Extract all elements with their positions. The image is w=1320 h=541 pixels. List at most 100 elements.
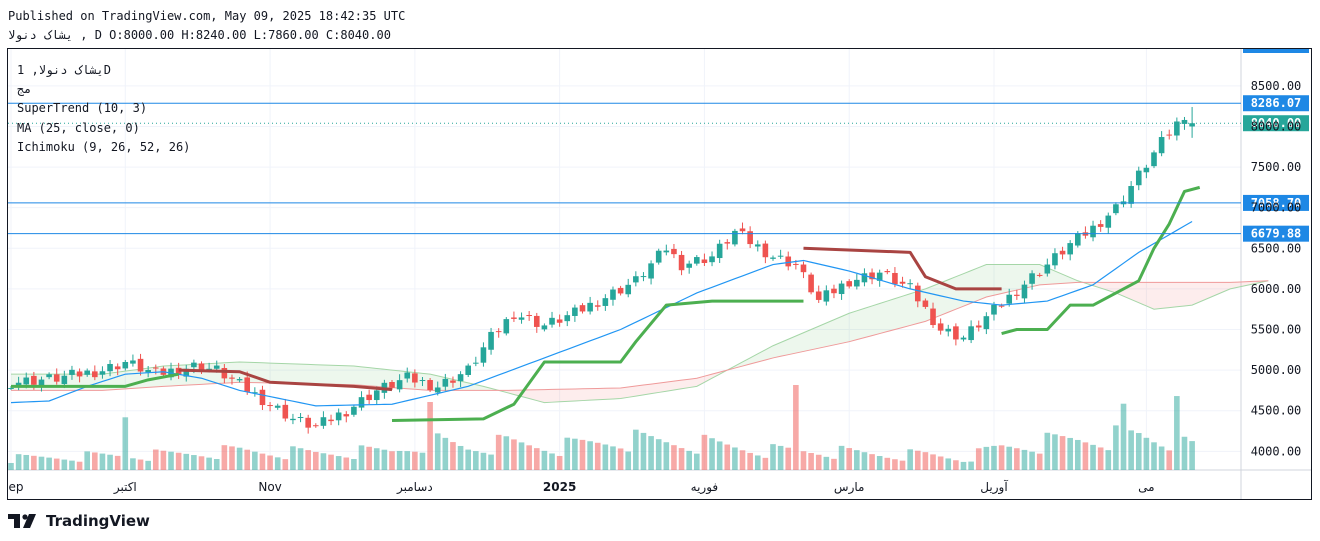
- candle-body[interactable]: [335, 412, 342, 421]
- candle-body[interactable]: [770, 257, 776, 259]
- candle-body[interactable]: [320, 417, 327, 426]
- candle-body[interactable]: [1128, 186, 1134, 204]
- candle-body[interactable]: [495, 331, 502, 333]
- candle-body[interactable]: [678, 254, 685, 271]
- candle-body[interactable]: [846, 281, 852, 287]
- candle-body[interactable]: [450, 380, 456, 383]
- candle-body[interactable]: [953, 326, 959, 340]
- candle-body[interactable]: [983, 316, 990, 330]
- candle-body[interactable]: [1166, 134, 1173, 136]
- candle-body[interactable]: [1029, 273, 1035, 284]
- candle-body[interactable]: [61, 375, 68, 385]
- candle-body[interactable]: [762, 243, 769, 258]
- candle-body[interactable]: [1135, 170, 1142, 186]
- chart-area[interactable]: 8286.07 8040.00 7058.70 6679.88 4000.00 4500.…: [7, 48, 1312, 500]
- candle-body[interactable]: [914, 285, 921, 302]
- candle-body[interactable]: [602, 298, 609, 306]
- candle-body[interactable]: [457, 374, 464, 382]
- candle-body[interactable]: [152, 367, 159, 369]
- candle-body[interactable]: [114, 366, 121, 370]
- candle-body[interactable]: [427, 380, 433, 391]
- candle-body[interactable]: [84, 370, 90, 375]
- candle-body[interactable]: [1014, 294, 1020, 296]
- candle-body[interactable]: [511, 317, 517, 319]
- candle-body[interactable]: [633, 276, 639, 283]
- candle-body[interactable]: [526, 315, 532, 317]
- candle-body[interactable]: [564, 315, 571, 322]
- candle-body[interactable]: [434, 387, 441, 393]
- candle-body[interactable]: [305, 417, 311, 428]
- candle-body[interactable]: [549, 317, 555, 325]
- candle-body[interactable]: [297, 416, 304, 418]
- candle-body[interactable]: [1090, 225, 1096, 238]
- legend-ma[interactable]: MA (25, close, 0): [17, 121, 140, 135]
- candle-body[interactable]: [480, 347, 487, 363]
- candle-body[interactable]: [594, 305, 601, 307]
- candle-body[interactable]: [244, 377, 251, 392]
- candle-body[interactable]: [975, 325, 982, 328]
- legend-supertrend[interactable]: SuperTrend (10, 3): [17, 101, 148, 115]
- candle-body[interactable]: [191, 362, 197, 368]
- candle-body[interactable]: [46, 374, 52, 378]
- candle-body[interactable]: [221, 367, 228, 379]
- candle-body[interactable]: [838, 283, 845, 295]
- candle-body[interactable]: [488, 331, 494, 350]
- candle-body[interactable]: [213, 365, 220, 369]
- candle-body[interactable]: [724, 242, 731, 244]
- candle-body[interactable]: [998, 305, 1005, 307]
- candle-body[interactable]: [282, 404, 289, 419]
- candle-body[interactable]: [617, 287, 624, 294]
- candle-body[interactable]: [701, 259, 708, 263]
- candle-body[interactable]: [503, 319, 510, 334]
- candle-body[interactable]: [38, 379, 45, 386]
- candle-body[interactable]: [69, 369, 75, 375]
- candle-body[interactable]: [206, 368, 212, 370]
- candle-body[interactable]: [259, 389, 266, 406]
- candle-body[interactable]: [92, 371, 98, 378]
- candle-body[interactable]: [587, 302, 593, 312]
- candle-body[interactable]: [572, 307, 578, 316]
- candle-body[interactable]: [686, 263, 692, 268]
- candle-body[interactable]: [732, 230, 738, 245]
- legend-ichimoku[interactable]: Ichimoku (9, 26, 52, 26): [17, 140, 191, 154]
- candle-body[interactable]: [76, 371, 83, 377]
- candle-body[interactable]: [1075, 233, 1081, 246]
- candle-body[interactable]: [1044, 264, 1051, 274]
- candle-body[interactable]: [313, 425, 319, 427]
- candle-body[interactable]: [610, 289, 616, 300]
- candle-body[interactable]: [739, 228, 746, 232]
- candle-body[interactable]: [777, 255, 784, 257]
- candle-body[interactable]: [655, 250, 662, 263]
- candle-body[interactable]: [1021, 284, 1028, 299]
- candle-body[interactable]: [236, 379, 243, 381]
- candle-body[interactable]: [907, 283, 913, 285]
- candle-body[interactable]: [351, 406, 357, 415]
- candle-body[interactable]: [1151, 152, 1157, 167]
- candle-body[interactable]: [1006, 294, 1013, 304]
- candle-body[interactable]: [892, 272, 898, 285]
- candle-body[interactable]: [785, 256, 792, 267]
- candle-body[interactable]: [23, 377, 30, 385]
- candle-body[interactable]: [808, 274, 814, 293]
- candle-body[interactable]: [1189, 123, 1195, 127]
- candle-body[interactable]: [396, 380, 403, 390]
- candle-body[interactable]: [145, 369, 151, 373]
- candle-body[interactable]: [267, 405, 273, 407]
- candle-body[interactable]: [930, 308, 936, 326]
- candle-body[interactable]: [366, 394, 372, 401]
- candle-body[interactable]: [183, 368, 190, 377]
- candle-body[interactable]: [31, 375, 37, 385]
- candle-body[interactable]: [937, 323, 944, 331]
- candle-body[interactable]: [694, 257, 700, 264]
- candle-body[interactable]: [815, 291, 822, 300]
- candle-body[interactable]: [130, 360, 136, 364]
- candle-body[interactable]: [389, 382, 395, 388]
- candle-body[interactable]: [793, 263, 799, 265]
- candle-body[interactable]: [968, 326, 974, 341]
- candle-body[interactable]: [99, 371, 106, 375]
- candle-body[interactable]: [1097, 224, 1104, 227]
- candle-body[interactable]: [747, 231, 753, 245]
- candle-body[interactable]: [137, 358, 144, 372]
- candle-body[interactable]: [1059, 250, 1066, 255]
- candle-body[interactable]: [960, 337, 967, 340]
